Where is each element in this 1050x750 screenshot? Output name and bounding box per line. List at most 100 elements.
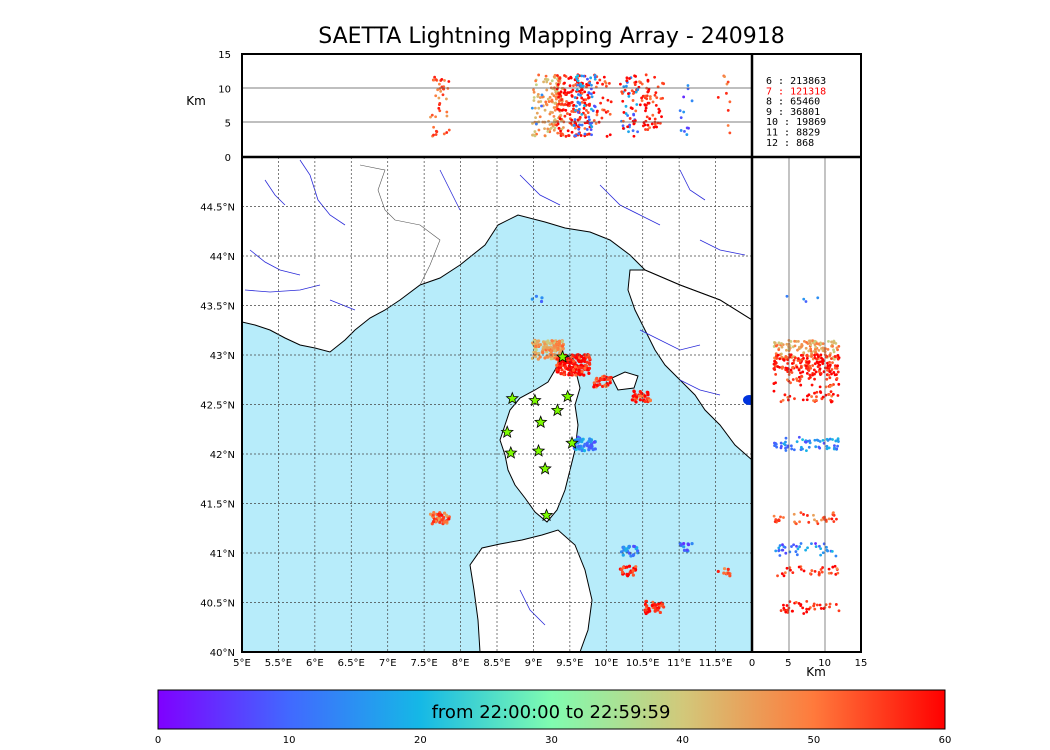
lightning-source-alt: [651, 113, 655, 117]
lightning-source: [631, 573, 635, 577]
lightning-source-alt: [441, 93, 445, 97]
lon-tick-label: 9.5°E: [556, 658, 583, 669]
lightning-source-side: [791, 362, 794, 365]
lightning-source-side: [821, 438, 825, 442]
lightning-source-alt: [590, 83, 593, 87]
lightning-source-side: [791, 378, 795, 381]
lightning-source-side: [776, 574, 779, 578]
lightning-source: [440, 518, 444, 522]
lightning-source-side: [796, 547, 800, 551]
lightning-source-alt: [445, 114, 449, 118]
lightning-source: [592, 385, 596, 389]
lightning-source-alt: [547, 100, 551, 103]
lightning-source-side: [777, 519, 781, 522]
lightning-source-side: [828, 376, 832, 380]
lightning-source: [567, 364, 571, 368]
lightning-source-side: [778, 357, 782, 361]
lightning-source-alt: [589, 123, 593, 127]
station-star-icon: [504, 445, 518, 459]
lightning-source-alt: [644, 106, 648, 110]
lightning-source-side: [818, 603, 822, 607]
lightning-source: [602, 374, 606, 378]
lightning-source: [583, 442, 587, 446]
lightning-source-side: [786, 362, 790, 365]
lightning-source-side: [804, 346, 808, 350]
lightning-source-alt: [556, 74, 559, 77]
lightning-source-alt: [632, 134, 636, 138]
lightning-source-side: [782, 545, 786, 549]
lightning-source-alt: [587, 96, 590, 100]
lightning-source-alt: [580, 123, 584, 127]
lightning-source-alt: [532, 99, 536, 102]
lightning-source: [595, 376, 599, 380]
lightning-source-side: [837, 609, 841, 613]
lightning-source-side: [807, 445, 811, 449]
lightning-source-alt: [439, 89, 443, 93]
lightning-source-alt: [542, 80, 545, 84]
lightning-source-side: [811, 364, 815, 367]
lightning-source-alt: [596, 81, 599, 85]
lightning-source: [442, 515, 446, 520]
lightning-source-side: [810, 355, 813, 358]
side-tick-label: 15: [855, 658, 868, 669]
lightning-source-alt: [558, 99, 561, 103]
lightning-source: [543, 342, 547, 346]
lightning-source-alt: [438, 109, 442, 113]
lightning-source: [440, 513, 444, 517]
lma-stations: [500, 349, 579, 522]
lightning-source-side: [780, 572, 784, 576]
lightning-source: [444, 513, 449, 517]
lightning-source-side: [801, 447, 804, 451]
lightning-source-side: [813, 362, 817, 366]
lightning-source-alt: [648, 97, 652, 101]
lightning-source-alt: [585, 85, 588, 89]
lightning-source-side: [783, 571, 787, 575]
count-row: 11 : 8829: [766, 128, 820, 139]
lightning-source-alt: [579, 134, 583, 137]
lightning-source: [682, 545, 686, 549]
lightning-source-alt: [592, 119, 596, 122]
lightning-source-alt: [583, 132, 587, 136]
lightning-source-alt: [627, 130, 630, 134]
lightning-source-side: [784, 436, 788, 440]
lightning-source: [690, 542, 694, 546]
colorbar: from 22:00:00 to 22:59:59 0 10 20 30 40 50 60: [155, 689, 952, 746]
lightning-source-alt: [438, 101, 442, 105]
colorbar-tick-label: 60: [939, 735, 952, 746]
lightning-source-alt: [584, 115, 588, 119]
lightning-source: [621, 566, 625, 570]
lightning-source-side: [801, 438, 804, 442]
lightning-source: [534, 348, 538, 352]
lightning-source-side: [819, 568, 823, 571]
lightning-source-side: [779, 441, 783, 445]
altitude-tick-label: 15: [218, 50, 231, 61]
lightning-source-side: [824, 603, 828, 607]
lightning-source-side: [800, 342, 804, 346]
lightning-source-alt: [638, 80, 641, 84]
lightning-source-side: [812, 399, 815, 403]
lightning-source-side: [785, 566, 789, 570]
lightning-source-alt: [587, 115, 591, 119]
lightning-source-alt: [580, 112, 584, 116]
lightning-source-side: [781, 365, 785, 369]
lightning-source: [580, 448, 584, 453]
lightning-source: [602, 377, 606, 382]
lightning-source-alt: [577, 107, 581, 111]
lightning-source: [592, 440, 596, 444]
lightning-source-alt: [532, 90, 536, 94]
lightning-source-alt: [540, 93, 544, 97]
lightning-source-side: [831, 438, 834, 441]
station-star-icon: [565, 436, 579, 449]
lightning-source-alt: [655, 125, 658, 129]
lightning-source-alt: [545, 88, 549, 92]
lightning-source-alt: [552, 114, 556, 118]
lightning-source-side: [830, 368, 834, 371]
lightning-source-side: [818, 367, 822, 371]
lightning-source-alt: [646, 90, 650, 93]
lightning-source-side: [785, 342, 789, 346]
lightning-source-alt: [438, 82, 441, 86]
lightning-source-alt: [661, 96, 664, 100]
lightning-source-side: [828, 360, 831, 364]
lightning-source-side: [827, 339, 830, 343]
lightning-source: [609, 375, 613, 380]
